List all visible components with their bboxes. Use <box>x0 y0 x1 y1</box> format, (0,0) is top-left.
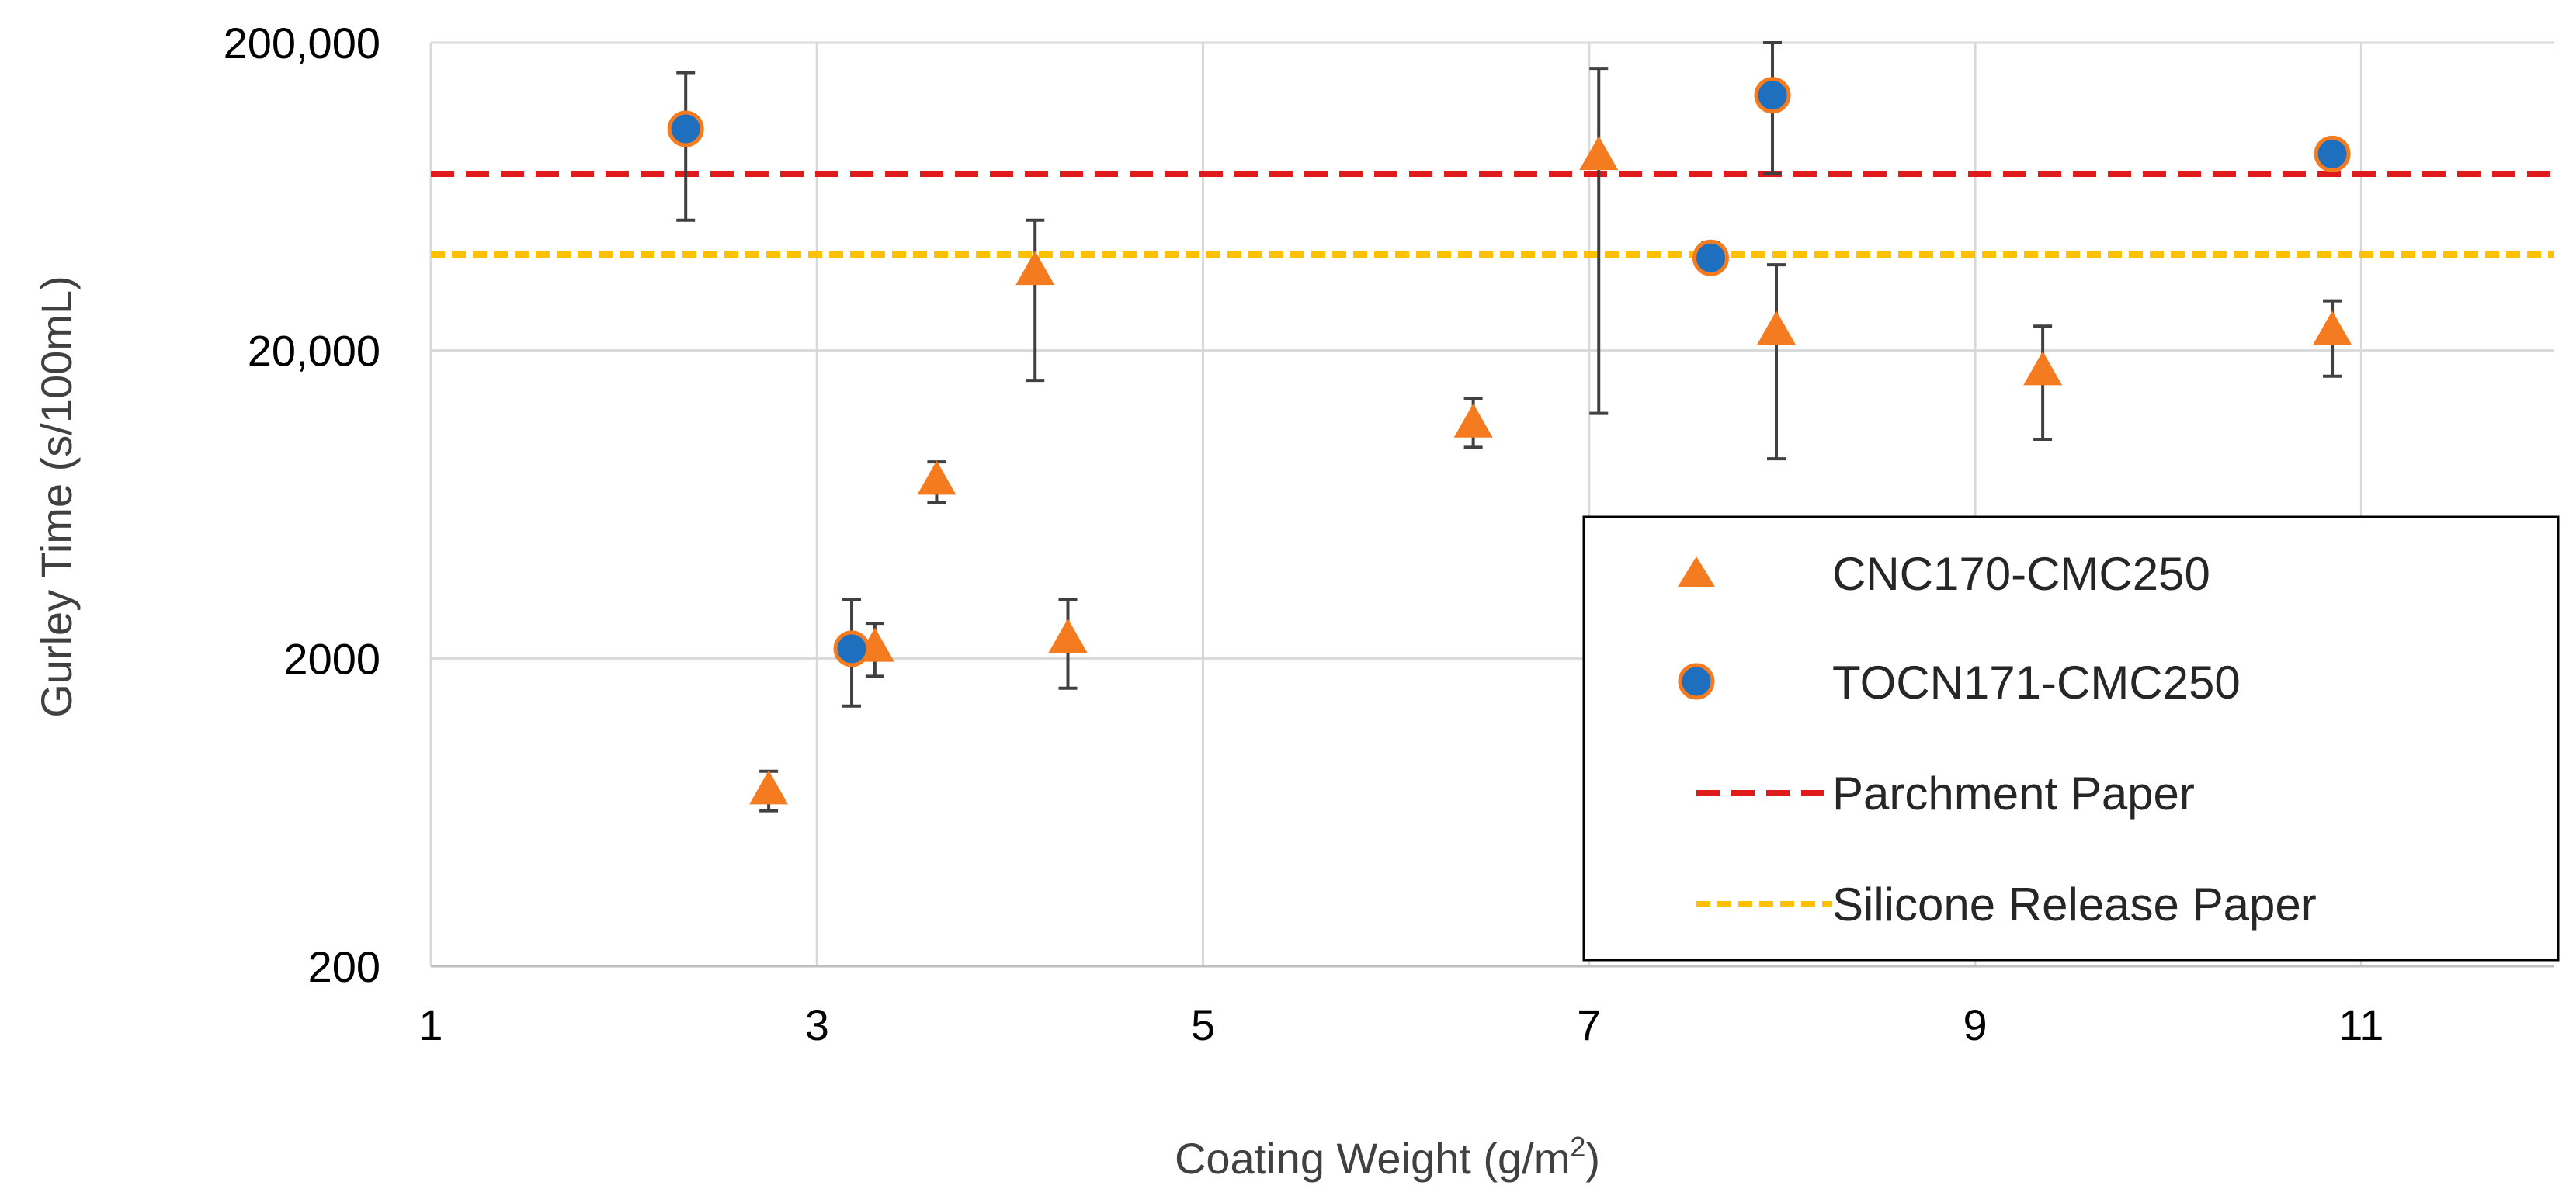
legend-box <box>1582 515 2560 962</box>
legend-item-parchment: Parchment Paper <box>1696 768 2195 820</box>
legend-label: Parchment Paper <box>1832 768 2195 820</box>
tocn171-point <box>1754 77 1791 114</box>
reference-lines <box>431 170 2554 258</box>
cnc170-point <box>2313 310 2352 345</box>
y-tick-label: 2000 <box>283 634 380 683</box>
legend-label: TOCN171-CMC250 <box>1832 657 2241 709</box>
x-tick-label: 7 <box>1577 1000 1601 1049</box>
cnc170-point <box>1579 136 1619 171</box>
tocn171-point <box>2314 135 2351 172</box>
error-bar <box>1026 218 1045 383</box>
cnc170-point <box>1015 251 1055 286</box>
x-tick-label: 11 <box>2338 1000 2383 1049</box>
error-bar <box>1589 67 1609 415</box>
y-tick-label: 200 <box>308 942 380 991</box>
triangle-marker-icon <box>1678 556 1715 587</box>
cnc170-point <box>1756 310 1796 345</box>
legend-item-silicone: Silicone Release Paper <box>1696 879 2317 931</box>
x-tick-label: 1 <box>418 1000 443 1049</box>
tocn171-point <box>833 630 870 667</box>
cnc170-point <box>917 460 956 495</box>
legend-label: CNC170-CMC250 <box>1832 548 2210 600</box>
legend-item-cnc170: CNC170-CMC250 <box>1678 548 2210 600</box>
x-axis-title: Coating Weight (g/m2) <box>1175 1131 1600 1183</box>
cnc170-point <box>749 770 789 805</box>
x-tick-label: 9 <box>1963 1000 1988 1049</box>
cnc170-point <box>1048 618 1088 653</box>
tocn171-point <box>1692 239 1729 276</box>
x-tick-label: 3 <box>805 1000 829 1049</box>
y-tick-label: 200,000 <box>224 19 380 68</box>
cnc170-point <box>1453 403 1493 438</box>
data-points <box>667 77 2352 805</box>
cnc170-point <box>2023 351 2063 386</box>
circle-marker-icon <box>1678 663 1715 700</box>
y-axis-title: Gurley Time (s/100mL) <box>32 276 81 718</box>
tocn171-point <box>667 110 704 147</box>
legend-item-tocn171: TOCN171-CMC250 <box>1678 657 2241 709</box>
legend-label: Silicone Release Paper <box>1832 879 2317 931</box>
error-bar <box>1766 263 1786 461</box>
y-tick-label: 20,000 <box>248 327 380 376</box>
x-tick-label: 5 <box>1191 1000 1215 1049</box>
legend: CNC170-CMC250 TOCN171-CMC250 Parchment P… <box>1582 515 2560 962</box>
axes: 1 3 5 7 9 11 200 2000 20,000 200,000 <box>224 19 2554 1049</box>
